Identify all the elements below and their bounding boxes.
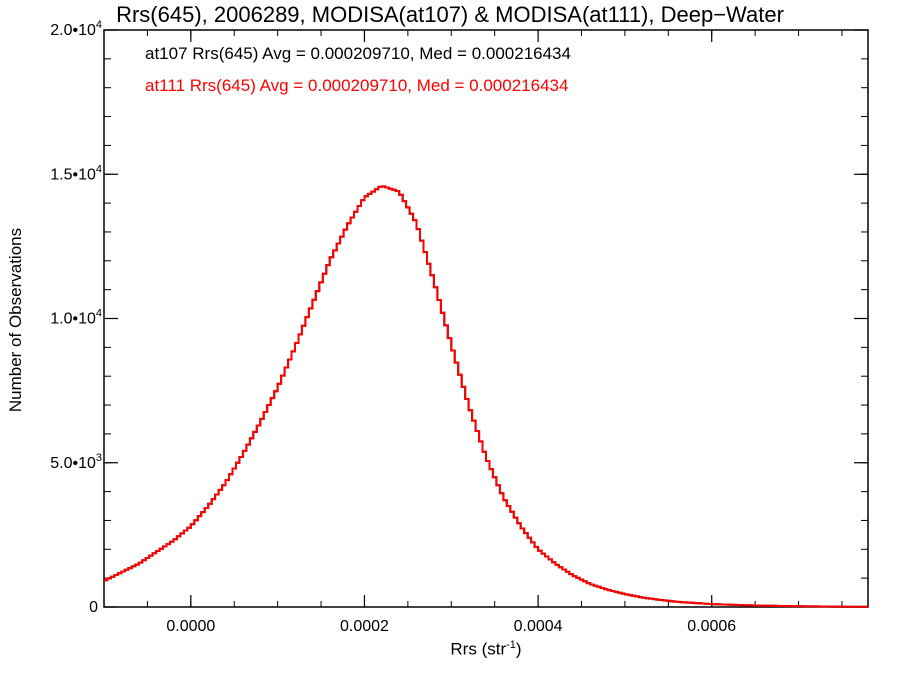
x-tick-label-1: 0.0002 (340, 618, 389, 635)
y-tick-label-1: 5.0•103 (50, 452, 102, 472)
annotation-at107: at107 Rrs(645) Avg = 0.000209710, Med = … (145, 44, 571, 63)
annotation-at111: at111 Rrs(645) Avg = 0.000209710, Med = … (145, 76, 569, 95)
series-at111-line (104, 185, 868, 608)
y-axis-label: Number of Observations (6, 227, 25, 413)
x-tick-label-0: 0.0000 (166, 618, 215, 635)
series-group (104, 185, 868, 608)
plot-frame (103, 29, 869, 608)
y-tick-label-3: 1.5•104 (50, 163, 102, 183)
x-tick-label-3: 0.0006 (687, 618, 736, 635)
chart-title: Rrs(645), 2006289, MODISA(at107) & MODIS… (116, 2, 784, 27)
y-tick-label-2: 1.0•104 (50, 308, 102, 328)
x-axis-label: Rrs (str-1) (450, 639, 522, 659)
y-tick-label-4: 2.0•104 (50, 19, 102, 39)
y-tick-label-0: 0 (89, 599, 98, 616)
series-at107-line (104, 185, 868, 608)
axis-ticks: 0.0000 0.0002 0.0004 0.0006 0 5.0•103 1.0•104 1… (50, 19, 868, 635)
x-tick-label-2: 0.0004 (514, 618, 563, 635)
